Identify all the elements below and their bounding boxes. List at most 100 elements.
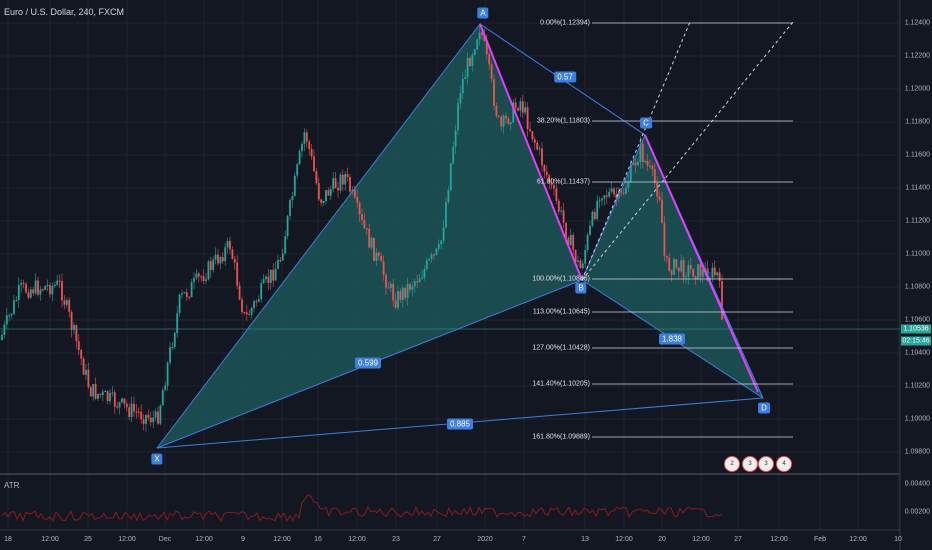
candle-body [205, 279, 207, 282]
candle-body [675, 259, 678, 268]
candle-body [421, 277, 423, 279]
candle-body [68, 300, 71, 313]
candle-body [39, 289, 42, 295]
candle-body [713, 267, 716, 276]
economic-event-icon[interactable]: 4 [776, 456, 792, 472]
economic-event-icon[interactable]: 3 [742, 456, 758, 472]
candle-body [610, 188, 613, 192]
candle-body [502, 115, 505, 127]
candle-body [625, 187, 627, 194]
candle-body [605, 195, 608, 197]
candle-body [296, 164, 299, 176]
candle-body [257, 299, 260, 302]
candle-body [221, 257, 224, 262]
harmonic-pattern-outline [156, 22, 764, 449]
candle-body [344, 174, 347, 185]
pattern-point-c[interactable]: C [640, 117, 652, 129]
candle-body [171, 346, 174, 348]
candle-body [692, 268, 695, 277]
candle-body [58, 280, 61, 282]
candle-body [437, 244, 440, 249]
candle-body [32, 289, 35, 294]
economic-event-icon[interactable]: 2 [724, 456, 740, 472]
candle-body [562, 210, 565, 223]
pattern-bcd-fill [582, 135, 763, 398]
price-axis-label: 1.11400 [905, 184, 930, 192]
candle-body [466, 58, 469, 77]
candle-body [269, 269, 272, 283]
candle-body [130, 403, 133, 417]
pattern-point-b[interactable]: B [575, 282, 587, 294]
candle-body [663, 223, 666, 256]
candle-body [176, 313, 179, 334]
candle-body [85, 369, 87, 375]
candle-body [519, 101, 522, 111]
candle-body [476, 39, 479, 50]
candle-body [322, 201, 325, 203]
candle-body [428, 258, 431, 261]
candle-body [137, 411, 140, 413]
candle-body [128, 407, 131, 417]
candle-body [694, 276, 697, 279]
fib-level-label: 161.80%(1.09889) [532, 433, 590, 441]
candle-body [495, 105, 498, 116]
candle-body [61, 280, 63, 301]
candle-body [164, 385, 167, 391]
candle-body [320, 199, 323, 203]
candle-body [37, 280, 39, 295]
candle-body [106, 391, 109, 402]
candle-body [394, 300, 397, 308]
time-axis-label: 23 [392, 536, 400, 543]
price-axis-label: 1.11000 [905, 250, 930, 258]
candle-body [101, 391, 104, 395]
time-axis-label: 12:00 [849, 536, 867, 543]
candle-body [353, 189, 356, 198]
economic-event-icon[interactable]: 3 [758, 456, 774, 472]
candle-body [445, 202, 447, 228]
candle-body [514, 102, 517, 109]
candle-body [341, 174, 344, 185]
candle-body [169, 347, 171, 363]
candle-body [97, 393, 99, 399]
atr-line [1, 493, 723, 522]
candle-body [358, 202, 361, 215]
candle-body [670, 270, 673, 275]
candle-body [116, 406, 119, 408]
time-axis-label: 12:00 [118, 536, 136, 543]
candle-body [653, 169, 656, 183]
price-axis-label: 1.09800 [904, 448, 930, 456]
pattern-point-x[interactable]: X [151, 453, 163, 465]
candle-body [543, 165, 546, 172]
candle-body [435, 248, 438, 255]
candle-body [243, 311, 246, 313]
candle-body [1, 334, 3, 340]
candle-body [481, 32, 483, 35]
candle-body [51, 285, 54, 295]
candle-body [656, 182, 659, 197]
candle-body [507, 118, 510, 125]
candle-body [185, 292, 188, 297]
atr-label: ATR [4, 481, 20, 490]
candle-body [29, 289, 32, 298]
candle-body [668, 257, 671, 271]
candle-body [233, 258, 236, 263]
candle-body [512, 102, 515, 123]
candle-body [577, 260, 579, 263]
candle-body [238, 285, 241, 300]
time-axis-label: 10 [894, 536, 902, 543]
pattern-point-d[interactable]: D [758, 402, 770, 414]
pattern-point-a[interactable]: A [477, 7, 489, 19]
candle-body [531, 131, 534, 140]
fib-level-label: 127.00%(1.10428) [532, 344, 590, 352]
candle-body [241, 299, 243, 312]
candle-body [363, 219, 366, 229]
candle-body [188, 296, 191, 298]
candle-body [56, 280, 59, 285]
candle-body [70, 312, 73, 330]
time-axis-label: 12:00 [692, 536, 710, 543]
candle-body [262, 279, 265, 284]
candle-body [411, 286, 414, 290]
candle-body [632, 162, 635, 165]
candle-body [325, 190, 327, 202]
